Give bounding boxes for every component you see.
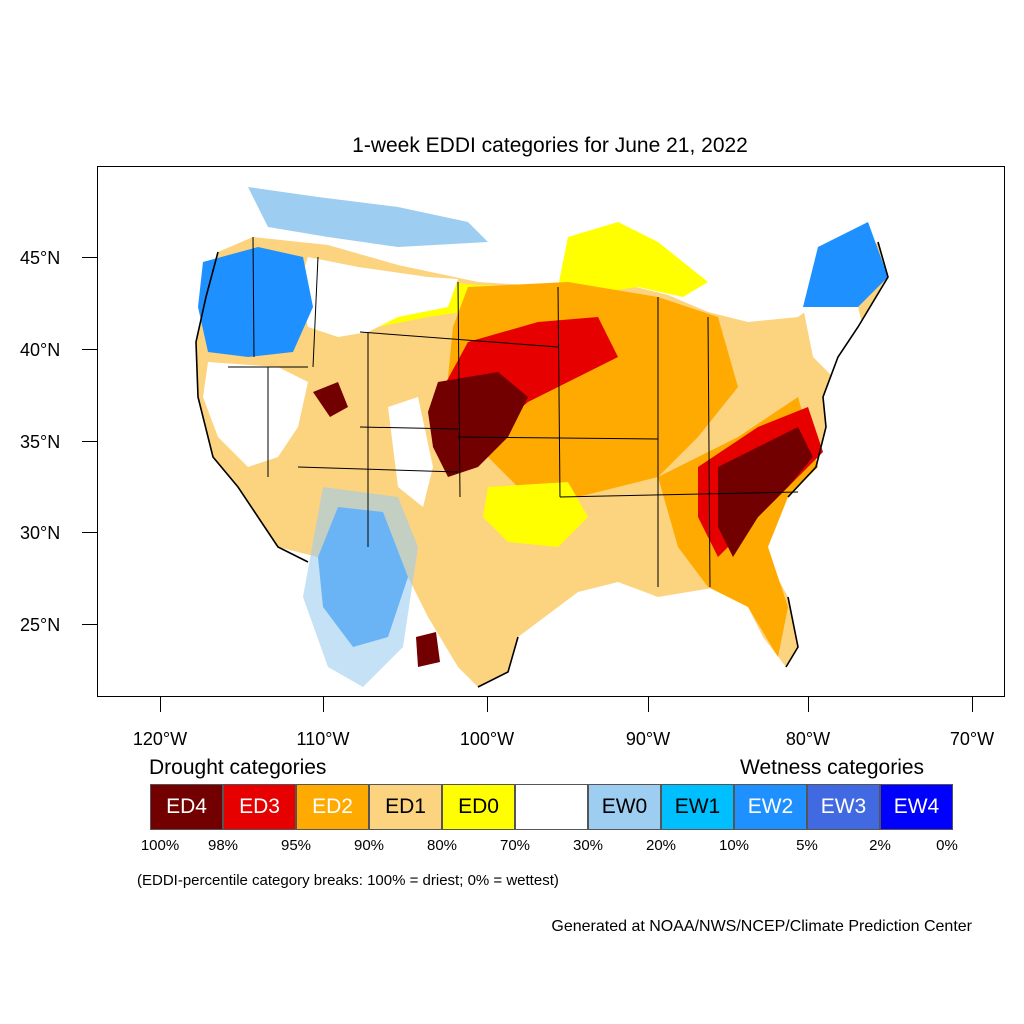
legend-box-ed3: ED3 — [223, 784, 296, 830]
legend-box-ed4: ED4 — [150, 784, 223, 830]
ew-region-northeast — [803, 222, 888, 317]
lon-tick — [160, 697, 161, 712]
legend-box-neutral — [515, 784, 588, 830]
legend-break-label: 30% — [572, 837, 604, 854]
legend-box-ew1: EW1 — [661, 784, 734, 830]
lat-label-40: 40°N — [20, 340, 61, 360]
ed4-region-southeast — [718, 427, 813, 557]
lon-tick — [808, 697, 809, 712]
neutral-region-north — [298, 257, 458, 337]
lat-label-25: 25°N — [20, 615, 61, 635]
credit-line: Generated at NOAA/NWS/NCEP/Climate Predi… — [551, 918, 972, 935]
legend-break-label: 100% — [140, 837, 180, 854]
ed4-region-west-texas — [416, 632, 440, 667]
coastline — [195, 241, 889, 688]
ew0-region-southwest — [303, 487, 418, 687]
legend-break-label: 0% — [936, 837, 958, 854]
eddi-map — [195, 187, 889, 688]
lon-label-70: 70°W — [949, 729, 995, 749]
map-title: 1-week EDDI categories for June 21, 2022 — [352, 134, 748, 157]
lat-label-45: 45°N — [20, 248, 61, 268]
lon-label-120: 120°W — [132, 729, 188, 749]
legend-box-ed1: ED1 — [369, 784, 442, 830]
lat-tick — [82, 441, 97, 442]
ew-region-pacific-nw — [198, 247, 313, 357]
state-boundaries — [228, 236, 799, 588]
legend-break-label: 20% — [645, 837, 677, 854]
lat-label-35: 35°N — [20, 432, 61, 452]
lon-label-100: 100°W — [459, 729, 515, 749]
legend-box-ed2: ED2 — [296, 784, 369, 830]
legend-box-ew2: EW2 — [734, 784, 807, 830]
lat-tick — [82, 257, 97, 258]
neutral-region-colorado — [388, 397, 433, 507]
legend-break-label: 5% — [796, 837, 818, 854]
lat-tick — [82, 532, 97, 533]
ed4-region-kansas — [428, 372, 528, 477]
legend-box-ed0: ED0 — [442, 784, 515, 830]
legend-break-label: 98% — [207, 837, 239, 854]
drought-heading: Drought categories — [149, 756, 327, 779]
lon-tick — [648, 697, 649, 712]
legend-box-ew4: EW4 — [880, 784, 953, 830]
legend-box-ew0: EW0 — [588, 784, 661, 830]
lon-tick — [487, 697, 488, 712]
lat-tick — [82, 624, 97, 625]
neutral-region-northeast — [803, 307, 873, 382]
lat-label-30: 30°N — [20, 523, 61, 543]
wetness-heading: Wetness categories — [740, 756, 925, 779]
category-note: (EDDI-percentile category breaks: 100% =… — [137, 872, 559, 889]
legend-box-ew3: EW3 — [807, 784, 880, 830]
lon-label-90: 90°W — [625, 729, 671, 749]
legend-break-label: 70% — [499, 837, 531, 854]
lon-tick — [972, 697, 973, 712]
map-frame — [97, 166, 1005, 697]
legend-break-label: 2% — [869, 837, 891, 854]
lat-tick — [82, 349, 97, 350]
ed0-region-south-plains — [483, 482, 588, 547]
ed4-region-utah — [313, 382, 348, 417]
legend-break-label: 90% — [353, 837, 385, 854]
lon-tick — [323, 697, 324, 712]
neutral-region-west — [203, 362, 308, 467]
legend-break-label: 95% — [280, 837, 312, 854]
lon-label-110: 110°W — [296, 729, 350, 749]
legend-break-label: 80% — [426, 837, 458, 854]
ew0-region-pacific-nw — [248, 187, 488, 247]
lon-label-80: 80°W — [785, 729, 831, 749]
legend-break-label: 10% — [718, 837, 750, 854]
